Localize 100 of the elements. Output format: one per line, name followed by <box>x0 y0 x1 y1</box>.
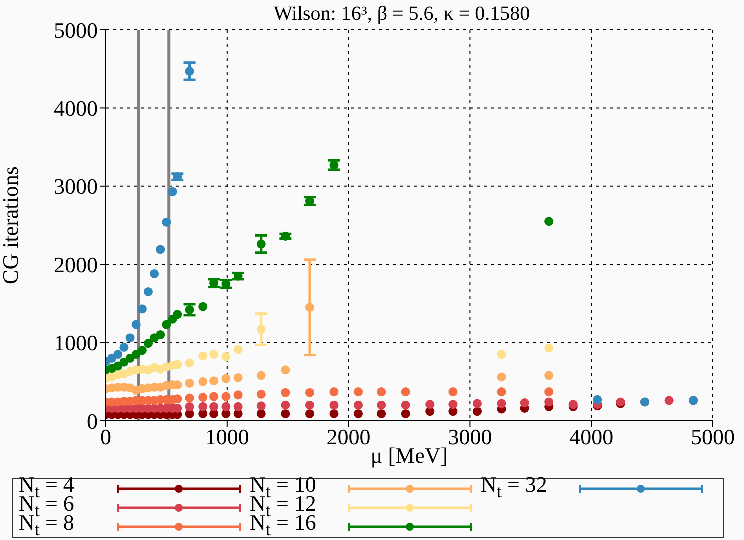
point <box>222 352 231 362</box>
x-tick-label: 1000 <box>205 424 250 450</box>
point <box>593 395 602 404</box>
point <box>168 187 178 196</box>
point <box>281 366 290 375</box>
point <box>281 388 290 398</box>
x-tick-label: 4000 <box>570 424 614 450</box>
y-tick-label: 0 <box>87 408 98 434</box>
point <box>210 402 219 412</box>
point <box>222 374 231 384</box>
x-tick-label: 3000 <box>448 424 492 450</box>
point <box>256 240 266 249</box>
point <box>401 388 410 397</box>
point <box>544 371 554 380</box>
point <box>544 344 554 353</box>
x-axis-title: μ [MeV] <box>370 443 448 468</box>
point <box>305 400 314 410</box>
point <box>281 409 290 418</box>
point <box>448 400 458 410</box>
point <box>198 393 208 402</box>
point <box>162 218 172 227</box>
point <box>544 217 554 226</box>
point <box>544 388 554 397</box>
point <box>256 371 266 380</box>
point <box>497 350 506 360</box>
point <box>210 376 219 386</box>
point <box>185 394 194 403</box>
y-tick-label: 1000 <box>54 330 98 356</box>
point <box>401 400 410 410</box>
point <box>305 388 314 398</box>
point <box>497 388 506 397</box>
point <box>156 330 166 340</box>
point <box>120 342 129 352</box>
point <box>185 305 194 314</box>
point <box>281 400 290 410</box>
point <box>185 358 194 368</box>
point <box>144 339 154 348</box>
point <box>330 160 339 170</box>
point <box>497 372 506 382</box>
point <box>198 377 208 386</box>
point <box>126 334 135 343</box>
point <box>472 407 482 416</box>
point <box>222 402 231 412</box>
point <box>497 399 506 408</box>
point <box>185 402 194 412</box>
point <box>234 345 243 354</box>
point <box>114 350 123 360</box>
point <box>185 66 194 76</box>
point <box>377 400 386 410</box>
point <box>281 232 290 241</box>
point <box>472 399 482 408</box>
point <box>256 409 266 418</box>
point <box>198 302 208 312</box>
point <box>234 373 243 382</box>
y-tick-label: 2000 <box>54 252 98 278</box>
point <box>305 303 314 312</box>
point <box>150 269 160 278</box>
point <box>210 350 219 360</box>
point <box>162 320 172 330</box>
point <box>377 388 386 397</box>
point <box>401 409 410 418</box>
point <box>138 346 147 356</box>
point <box>330 400 339 410</box>
point <box>132 320 141 330</box>
point <box>520 398 530 408</box>
y-tick-label: 3000 <box>54 174 98 200</box>
point <box>354 400 364 410</box>
chart-title: Wilson: 16³, β = 5.6, κ = 0.1580 <box>274 3 530 25</box>
point <box>185 378 194 388</box>
point <box>256 325 266 334</box>
point <box>377 409 386 418</box>
point <box>234 390 243 400</box>
x-tick-label: 2000 <box>326 424 371 450</box>
point <box>210 392 219 402</box>
point <box>330 388 339 397</box>
point <box>156 245 166 254</box>
point <box>354 388 364 397</box>
point <box>234 402 243 412</box>
point <box>426 400 435 410</box>
point <box>144 287 154 296</box>
point <box>664 396 674 406</box>
point <box>256 402 266 411</box>
point <box>198 402 208 412</box>
legend-label: N$_{t}$ = 32 <box>481 472 548 502</box>
y-axis-title: CG iterations <box>0 166 23 284</box>
point <box>173 172 182 182</box>
point <box>173 310 182 320</box>
point <box>222 392 231 402</box>
point <box>354 409 364 418</box>
point <box>305 409 314 418</box>
point <box>198 352 208 361</box>
point <box>138 304 147 314</box>
point <box>256 390 266 399</box>
point <box>173 394 182 404</box>
y-tick-label: 4000 <box>54 96 98 122</box>
x-tick-label: 5000 <box>691 424 735 450</box>
point <box>544 398 554 407</box>
point <box>330 409 339 418</box>
point <box>448 388 458 397</box>
y-tick-label: 5000 <box>54 18 98 43</box>
